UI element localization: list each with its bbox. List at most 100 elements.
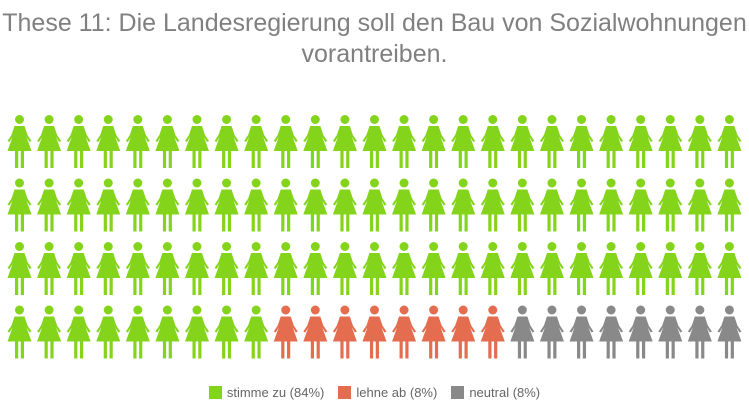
woman-icon	[96, 178, 121, 232]
woman-icon	[125, 305, 150, 359]
woman-icon	[658, 178, 683, 232]
woman-icon	[7, 178, 32, 232]
woman-icon	[244, 178, 269, 232]
woman-icon	[421, 115, 446, 168]
legend-label: lehne ab (8%)	[356, 385, 438, 400]
woman-icon	[451, 305, 476, 359]
woman-icon	[628, 305, 653, 359]
woman-icon	[37, 178, 62, 232]
woman-icon	[451, 115, 476, 168]
woman-icon	[155, 115, 180, 168]
woman-icon	[569, 305, 594, 359]
woman-icon	[184, 115, 209, 168]
woman-icon	[480, 242, 505, 295]
woman-icon	[214, 115, 239, 168]
woman-icon	[332, 115, 357, 168]
woman-icon	[96, 242, 121, 295]
legend-item-neutral: neutral (8%)	[451, 385, 540, 400]
woman-icon	[658, 305, 683, 359]
woman-icon	[66, 242, 91, 295]
legend-swatch	[451, 386, 465, 399]
chart-title: These 11: Die Landesregierung soll den B…	[2, 9, 747, 68]
woman-icon	[362, 242, 387, 295]
woman-icon	[273, 305, 298, 359]
woman-icon	[510, 242, 535, 295]
woman-icon	[599, 178, 624, 232]
woman-icon	[244, 305, 269, 359]
legend-item-agree: stimme zu (84%)	[208, 385, 324, 400]
woman-icon	[510, 178, 535, 232]
woman-icon	[214, 242, 239, 295]
woman-icon	[392, 178, 417, 232]
woman-icon	[451, 178, 476, 232]
woman-icon	[332, 305, 357, 359]
woman-icon	[303, 242, 328, 295]
woman-icon	[451, 242, 476, 295]
woman-icon	[480, 178, 505, 232]
woman-icon	[362, 115, 387, 168]
woman-icon	[658, 242, 683, 295]
woman-icon	[303, 178, 328, 232]
woman-icon	[362, 178, 387, 232]
woman-icon	[687, 178, 712, 232]
woman-icon	[7, 305, 32, 359]
woman-icon	[96, 305, 121, 359]
woman-icon	[687, 305, 712, 359]
woman-icon	[599, 242, 624, 295]
woman-icon	[717, 305, 742, 359]
woman-icon	[539, 242, 564, 295]
woman-icon	[539, 305, 564, 359]
woman-icon	[717, 115, 742, 168]
woman-icon	[155, 242, 180, 295]
woman-icon	[362, 305, 387, 359]
woman-icon	[658, 115, 683, 168]
woman-icon	[510, 305, 535, 359]
woman-icon	[214, 178, 239, 232]
woman-icon	[628, 178, 653, 232]
woman-icon	[125, 242, 150, 295]
woman-icon	[717, 242, 742, 295]
woman-icon	[184, 305, 209, 359]
woman-icon	[244, 115, 269, 168]
woman-icon	[480, 115, 505, 168]
woman-icon	[628, 242, 653, 295]
legend: stimme zu (84%) lehne ab (8%) neutral (8…	[0, 385, 749, 400]
woman-icon	[96, 115, 121, 168]
woman-icon	[421, 305, 446, 359]
woman-icon	[480, 305, 505, 359]
woman-icon	[332, 178, 357, 232]
woman-icon	[717, 178, 742, 232]
woman-icon	[214, 305, 239, 359]
woman-icon	[687, 115, 712, 168]
woman-icon	[539, 115, 564, 168]
woman-icon	[184, 242, 209, 295]
woman-icon	[66, 115, 91, 168]
woman-icon	[273, 115, 298, 168]
woman-icon	[421, 178, 446, 232]
legend-label: neutral (8%)	[469, 385, 541, 400]
woman-icon	[569, 242, 594, 295]
woman-icon	[155, 178, 180, 232]
legend-swatch	[208, 386, 222, 399]
woman-icon	[125, 115, 150, 168]
woman-icon	[155, 305, 180, 359]
legend-item-disagree: lehne ab (8%)	[338, 385, 437, 400]
woman-icon	[539, 178, 564, 232]
woman-icon	[37, 115, 62, 168]
woman-icon	[303, 305, 328, 359]
woman-icon	[273, 178, 298, 232]
woman-icon	[184, 178, 209, 232]
woman-icon	[332, 242, 357, 295]
woman-icon	[687, 242, 712, 295]
woman-icon	[421, 242, 446, 295]
woman-icon	[510, 115, 535, 168]
woman-icon	[7, 115, 32, 168]
woman-icon	[66, 305, 91, 359]
woman-icon	[392, 242, 417, 295]
woman-icon	[273, 242, 298, 295]
legend-swatch	[338, 386, 352, 399]
woman-icon	[599, 115, 624, 168]
woman-icon	[37, 242, 62, 295]
woman-icon	[7, 242, 32, 295]
